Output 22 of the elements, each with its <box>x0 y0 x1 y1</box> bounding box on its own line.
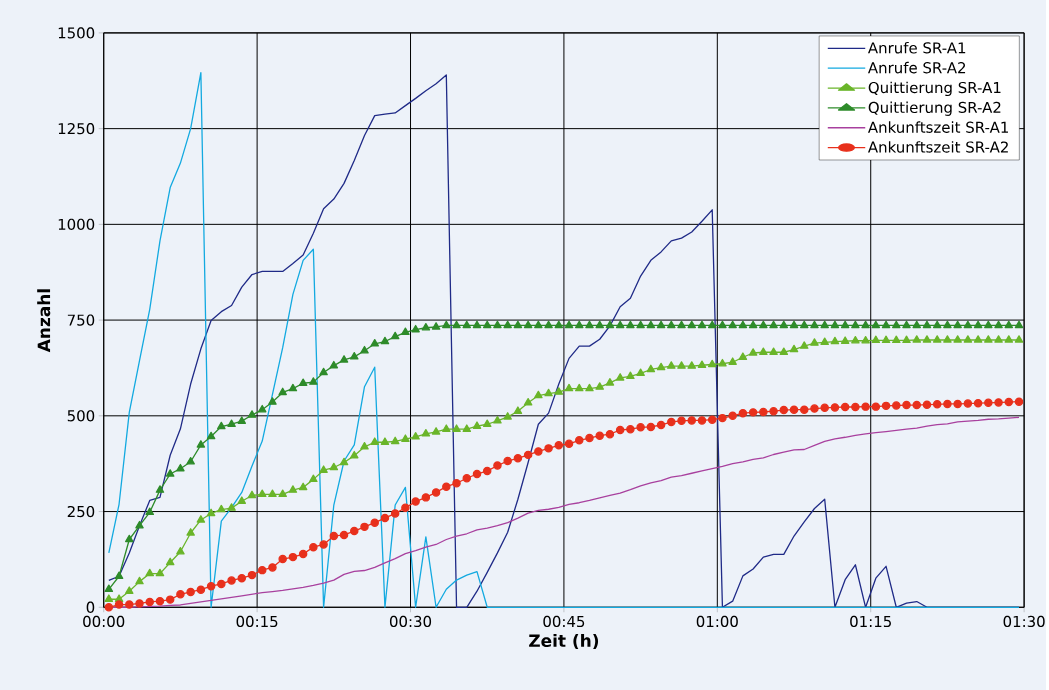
x-tick-label: 00:45 <box>543 615 585 628</box>
legend-label: Quittierung SR-A1 <box>868 81 1001 97</box>
y-tick-label: 1000 <box>58 218 95 230</box>
legend-label: Ankunftszeit SR-A1 <box>867 121 1008 133</box>
legend-label: Quittierung SR-A2 <box>868 101 1001 116</box>
y-tick-label: 1500 <box>58 27 95 39</box>
x-tick-label: 01:15 <box>850 615 891 628</box>
x-tick-label: 01:30 <box>1003 615 1045 628</box>
x-tick-label: 00:15 <box>236 615 278 628</box>
y-tick-label: 1250 <box>58 122 95 135</box>
y-tick-label: 250 <box>67 505 95 518</box>
legend-label: Ankunftszeit SR-A2 <box>867 141 1008 153</box>
x-tick-label: 01:00 <box>696 615 738 628</box>
legend-label: Anrufe SR-A1 <box>867 41 966 54</box>
y-tick-label: 0 <box>86 601 95 613</box>
x-tick-label: 00:30 <box>389 615 432 628</box>
y-tick-label: 750 <box>67 314 95 326</box>
y-axis-title: Anzahl <box>37 289 51 353</box>
y-tick-label: 500 <box>67 410 95 422</box>
x-tick-label: 00:00 <box>83 615 125 628</box>
legend-label: Anrufe SR-A2 <box>867 61 966 74</box>
x-axis-title: Zeit (h) <box>529 633 599 650</box>
